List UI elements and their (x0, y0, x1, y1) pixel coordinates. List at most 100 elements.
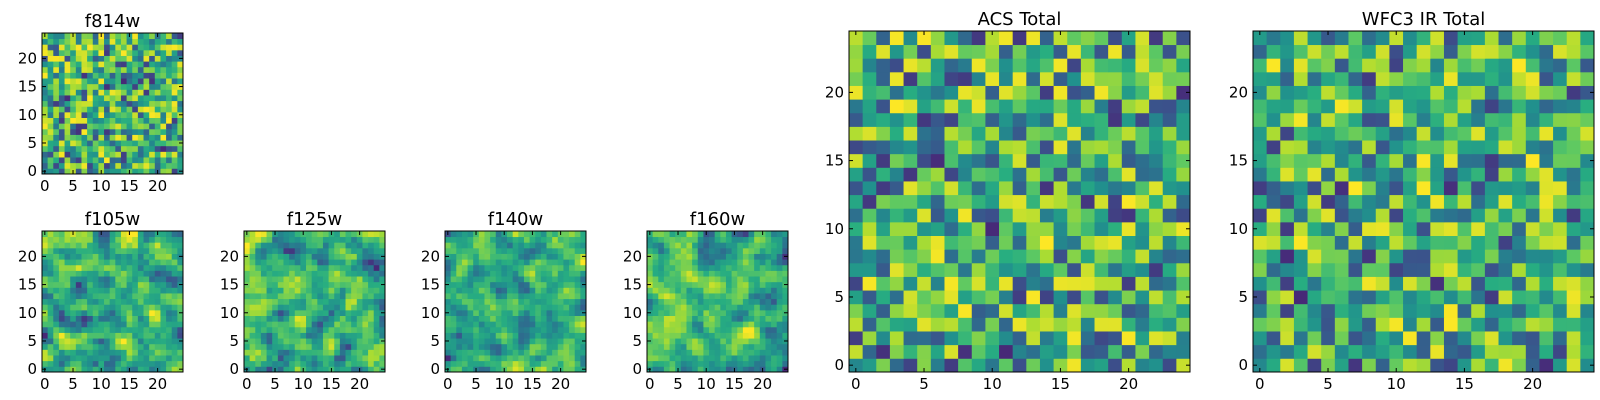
heatmap-cell (126, 321, 133, 328)
heatmap-cell (546, 315, 553, 322)
heatmap-cell (782, 355, 789, 362)
heatmap-cell (109, 128, 116, 135)
heatmap-cell (445, 355, 452, 362)
heatmap-cell (154, 140, 161, 147)
heatmap-cell (647, 355, 654, 362)
heatmap-cell (574, 281, 581, 288)
heatmap-cell (862, 31, 877, 46)
heatmap-cell (311, 343, 318, 350)
heatmap-cell (87, 242, 94, 249)
heatmap-cell (260, 264, 267, 271)
heatmap-cell (563, 253, 570, 260)
heatmap-cell (64, 298, 71, 305)
heatmap-cell (42, 270, 49, 277)
heatmap-cell (47, 55, 54, 62)
heatmap-cell (70, 338, 77, 345)
heatmap-cell (917, 44, 932, 59)
heatmap-cell (574, 338, 581, 345)
heatmap-cell (529, 338, 536, 345)
heatmap-cell (889, 153, 904, 168)
heatmap-cell (120, 100, 127, 107)
heatmap-cell (903, 112, 918, 127)
heatmap-cell (137, 321, 144, 328)
y-tick-label: 0 (27, 360, 37, 378)
heatmap-cell (81, 117, 88, 124)
heatmap-cell (507, 231, 514, 238)
heatmap-cell (306, 276, 313, 283)
heatmap-cell (277, 276, 284, 283)
heatmap-cell (903, 58, 918, 73)
heatmap-cell (714, 253, 721, 260)
heatmap-cell (731, 355, 738, 362)
heatmap-cells (244, 231, 386, 373)
heatmap-cell (249, 326, 256, 333)
panel-title: f814w (85, 11, 140, 32)
heatmap-cell (177, 117, 184, 124)
heatmap-cell (362, 293, 369, 300)
heatmap-cell (1321, 44, 1336, 59)
heatmap-cell (81, 33, 88, 40)
heatmap-cell (75, 49, 82, 56)
heatmap-cell (1471, 153, 1486, 168)
heatmap-cell (311, 259, 318, 266)
heatmap-cell (669, 270, 676, 277)
heatmap-cell (930, 331, 945, 346)
heatmap-cell (1334, 249, 1349, 264)
heatmap-cell (143, 326, 150, 333)
heatmap-cells (849, 31, 1191, 373)
heatmap-cell (731, 287, 738, 294)
heatmap-cell (120, 89, 127, 96)
heatmap-cell (137, 281, 144, 288)
heatmap-cell (266, 247, 273, 254)
heatmap-cell (244, 332, 251, 339)
heatmap-cell (1389, 194, 1404, 209)
heatmap-cell (1176, 44, 1191, 59)
heatmap-cell (160, 134, 167, 141)
heatmap-cell (120, 151, 127, 158)
heatmap-cell (849, 235, 864, 250)
heatmap-cell (1321, 221, 1336, 236)
heatmap-cell (669, 242, 676, 249)
heatmap-cell (1403, 303, 1418, 318)
heatmap-cell (680, 242, 687, 249)
heatmap-cell (958, 317, 973, 332)
heatmap-cell (137, 128, 144, 135)
heatmap-cell (249, 321, 256, 328)
heatmap-cell (849, 71, 864, 86)
heatmap-cell (98, 304, 105, 311)
heatmap-cell (64, 55, 71, 62)
heatmap-cell (944, 194, 959, 209)
heatmap-cell (1553, 221, 1568, 236)
heatmap-cell (1266, 303, 1281, 318)
y-tick-label: 15 (623, 276, 642, 294)
heatmap-cell (1253, 358, 1268, 373)
heatmap-cell (563, 287, 570, 294)
heatmap-cell (461, 315, 468, 322)
heatmap-cell (87, 55, 94, 62)
heatmap-cell (1443, 167, 1458, 182)
heatmap-cell (1334, 235, 1349, 250)
heatmap-cell (70, 259, 77, 266)
heatmap-cell (64, 281, 71, 288)
heatmap-cell (171, 162, 178, 169)
heatmap-cell (104, 293, 111, 300)
heatmap-cell (467, 309, 474, 316)
heatmap-cell (1280, 126, 1295, 141)
heatmap-cell (1135, 249, 1150, 264)
heatmap-cell (1430, 358, 1445, 373)
heatmap-cell (569, 366, 576, 373)
heatmap-cell (490, 264, 497, 271)
heatmap-cell (70, 123, 77, 130)
heatmap-cell (754, 236, 761, 243)
heatmap-cell (1430, 153, 1445, 168)
heatmap-cell (1293, 112, 1308, 127)
heatmap-cell (322, 247, 329, 254)
heatmap-cell (742, 326, 749, 333)
heatmap-cell (1566, 262, 1581, 277)
heatmap-cell (703, 287, 710, 294)
heatmap-cell (58, 66, 65, 73)
heatmap-cell (115, 83, 122, 90)
heatmap-cell (266, 293, 273, 300)
heatmap-cell (143, 145, 150, 152)
heatmap-cell (1580, 208, 1595, 223)
